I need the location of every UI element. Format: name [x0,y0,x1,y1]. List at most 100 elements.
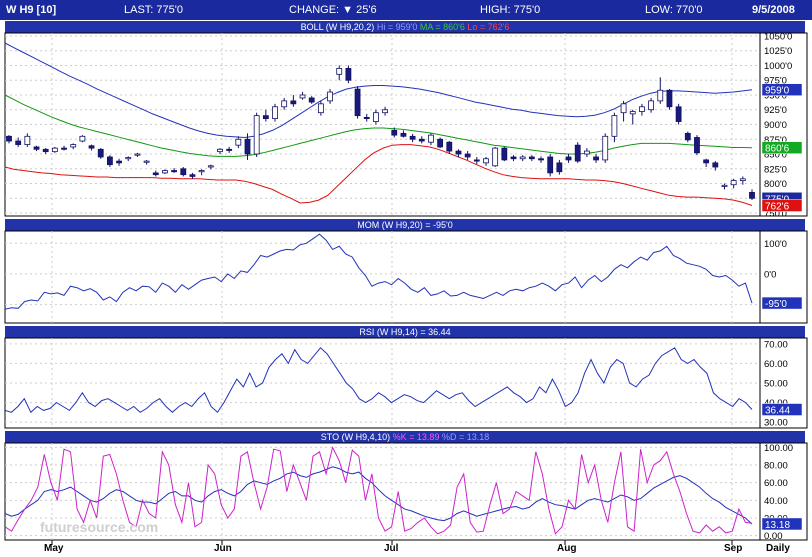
candle-body [556,162,563,173]
candle [473,156,480,165]
candle [694,135,700,156]
price-tick-label: 850'0 [764,150,787,161]
candle [171,168,178,173]
price-tick-label: 750'0 [764,209,787,220]
candle [42,148,49,155]
candle-body [648,100,654,111]
sto-tick-label: 100.00 [764,443,793,454]
candle-body [317,103,324,114]
candle [272,103,278,122]
candle [574,142,581,163]
candle [235,136,242,149]
mom-tick-label: 0'0 [764,269,776,280]
candle [107,155,113,168]
candle-body [116,160,122,164]
candle [363,113,370,122]
sto-tick-label: 40.00 [764,496,788,507]
price-tick-label: 925'0 [764,105,787,116]
sto-title: STO (W H9,4,10) [320,432,391,442]
candle [418,136,425,144]
candle-body [400,132,407,137]
candle [207,164,214,170]
candle [327,89,333,104]
candle [593,154,599,163]
candle [244,133,251,160]
candle [336,65,343,81]
candle [739,176,746,185]
candle [281,97,288,110]
rsi-tick-label: 50.00 [764,379,788,390]
candle [180,167,187,177]
candle-body [547,156,554,174]
candle-body [749,191,755,199]
candle-body [171,170,178,173]
candle-body [428,134,434,143]
candle-body [198,170,205,173]
sto-panel-frame [4,442,808,541]
boll-lo-legend: Lo = 762'6 [467,22,510,32]
mom-tick-label: 100'0 [764,239,787,250]
candle [666,89,673,110]
price-tick-label: 1025'0 [764,46,792,57]
price-badge-1-label: 860'6 [765,144,790,155]
mom-badge: -95'0 [761,296,803,310]
candle-body [162,170,168,174]
candle-body [327,91,333,102]
candle [134,152,141,157]
candle [749,189,755,201]
rsi-tick-label: 60.00 [764,359,788,370]
candle [51,146,58,153]
candle [730,178,737,189]
change-value: CHANGE: ▼ 25'6 [289,4,377,16]
sto-d-legend: %D = 13.18 [441,432,490,442]
candle-body [712,162,719,168]
candle-body [143,160,150,163]
price-badge-3-box [761,199,803,212]
candle [217,148,223,155]
candle [703,158,710,168]
candle-body [217,148,223,153]
candle [61,145,67,151]
candle-body [629,111,636,115]
symbol-label[interactable]: W H9 [10] [6,4,57,16]
rsi-tick-label: 30.00 [764,418,788,429]
candle-body [363,117,370,119]
candle-body [33,146,40,150]
x-label-aug: Aug [557,543,577,554]
candle-body [290,100,297,105]
candle-body [684,132,691,141]
candle-body [88,145,95,149]
candle [189,172,196,179]
sto-badge-box [761,517,803,531]
rsi-badge-label: 36.44 [765,406,790,417]
candle [483,156,489,166]
price-tick-label: 900'0 [764,120,787,131]
candle [70,143,77,150]
candle-body [602,135,609,161]
candle-body [253,115,260,155]
candle [620,100,627,122]
candle [33,145,40,152]
watermark-text: futuresource.com [40,519,158,535]
sto-d-line [4,466,753,525]
low-value: LOW: 770'0 [645,4,703,16]
candle-body [24,135,31,145]
candle-body [519,156,526,160]
candle [290,94,297,107]
candle-body [538,158,544,161]
candle-body [262,115,269,119]
price-badge-3: 762'6 [761,199,803,213]
boll-title: BOLL (W H9,20,2) [300,22,375,32]
candle-body [574,144,581,162]
boll-header: BOLL (W H9,20,2) Hi = 959'0 MA = 860'6 L… [5,21,805,33]
candle-body [345,68,352,81]
price-badge-1-box [761,141,803,154]
candle-body [42,148,49,153]
boll-hi-legend: Hi = 959'0 [376,22,418,32]
candle-body [473,159,480,162]
candle-body [620,103,627,114]
candle-body [464,153,471,158]
mom-panel-frame [4,230,808,324]
